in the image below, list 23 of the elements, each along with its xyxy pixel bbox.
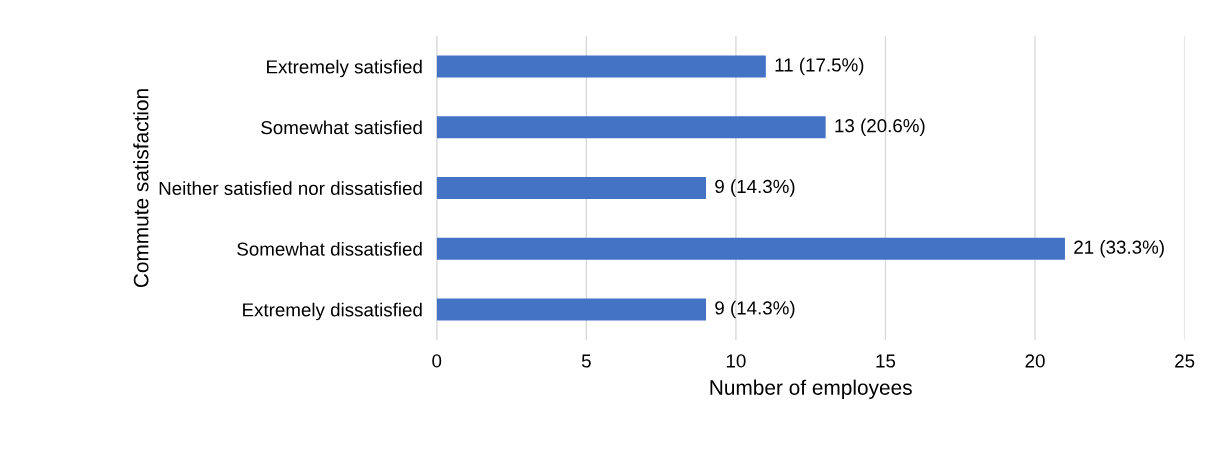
data-label: 9 (14.3%): [715, 300, 795, 319]
y-tick-label: Somewhat satisfied: [261, 120, 422, 135]
y-axis-title: Commute satisfaction: [133, 89, 149, 288]
x-axis-title: Number of employees: [710, 379, 912, 400]
data-label: 11 (17.5%): [775, 57, 864, 76]
x-tick-label: 0: [432, 354, 442, 368]
data-label: 21 (33.3%): [1074, 240, 1164, 258]
x-tick-label: 25: [1175, 354, 1195, 368]
x-tick-label: 20: [1025, 354, 1045, 368]
x-tick-label: 15: [876, 354, 896, 368]
bar: [436, 237, 1065, 260]
bar: [436, 177, 706, 199]
y-tick-label: Neither satisfied nor dissatisfied: [159, 181, 422, 196]
y-tick-label: Extremely satisfied: [267, 59, 422, 78]
data-label: 13 (20.6%): [835, 118, 925, 137]
bar: [436, 298, 706, 321]
x-tick-label: 10: [726, 354, 746, 368]
y-tick-label: Extremely dissatisfied: [243, 302, 422, 321]
y-tick-label: Somewhat dissatisfied: [237, 241, 422, 256]
x-tick-label: 5: [581, 354, 591, 368]
data-label: 9 (14.3%): [715, 179, 795, 197]
bar: [436, 55, 766, 78]
bar: [436, 116, 826, 139]
